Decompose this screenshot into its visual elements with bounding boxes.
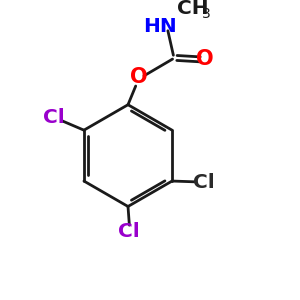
Text: HN: HN — [143, 17, 176, 36]
Text: O: O — [130, 67, 148, 87]
Text: O: O — [196, 49, 214, 69]
Text: 3: 3 — [202, 7, 210, 21]
Text: CH: CH — [177, 0, 208, 18]
Text: Cl: Cl — [118, 222, 140, 241]
Text: Cl: Cl — [43, 108, 64, 127]
Text: Cl: Cl — [193, 173, 214, 192]
